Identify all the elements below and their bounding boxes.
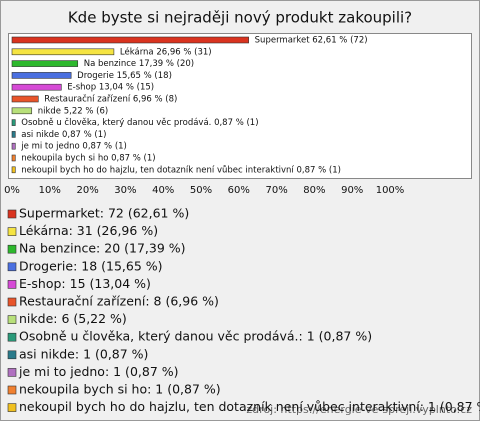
bar [11, 72, 72, 79]
x-tick-label: 0% [4, 185, 20, 196]
x-tick-label: 60% [228, 185, 250, 196]
bar [11, 95, 39, 103]
bar [11, 166, 16, 174]
bar [11, 48, 115, 56]
bar-label: nikde 5,22 % (6) [38, 106, 108, 116]
bar-label: Supermarket 62,61 % (72) [255, 36, 368, 46]
legend-label: Supermarket: 72 (62,61 %) [19, 206, 189, 221]
bar-label: Na benzince 17,39 % (20) [84, 59, 194, 69]
bar-label: asi nikde 0,87 % (1) [21, 130, 106, 140]
legend-swatch [7, 315, 17, 324]
legend-label: Restaurační zařízení: 8 (6,96 %) [19, 294, 219, 309]
legend-swatch [7, 332, 17, 342]
legend-label: Na benzince: 20 (17,39 %) [19, 241, 186, 256]
legend-swatch [7, 280, 17, 289]
x-tick-label: 40% [152, 185, 174, 196]
legend-label: je mi to jedno: 1 (0,87 %) [18, 364, 179, 379]
source: zdroj: https://energie-ve-spreji.vyplnto… [246, 403, 472, 416]
plot-area [8, 33, 472, 179]
bar [11, 60, 79, 67]
x-tick-label: 100% [376, 185, 405, 196]
x-tick-label: 50% [190, 185, 212, 196]
legend-swatch [7, 209, 17, 219]
x-tick-label: 80% [303, 185, 325, 196]
legend-swatch [7, 385, 17, 395]
legend-swatch [7, 297, 17, 307]
x-tick-label: 10% [39, 185, 61, 196]
bar [11, 131, 16, 138]
legend-swatch [7, 262, 17, 272]
chart-title: Kde byste si nejraději nový produkt zako… [68, 9, 412, 27]
legend-label: Lékárna: 31 (26,96 %) [19, 223, 158, 238]
bar [11, 142, 16, 150]
x-tick-label: 30% [114, 185, 136, 196]
legend-label: nekoupila bych si ho: 1 (0,87 %) [19, 382, 221, 397]
legend-swatch [7, 244, 17, 254]
legend-swatch [7, 403, 17, 412]
x-tick-label: 90% [341, 185, 363, 196]
legend-label: Drogerie: 18 (15,65 %) [19, 258, 163, 273]
bar-label: Restaurační zařízení 6,96 % (8) [44, 94, 177, 105]
legend-swatch [7, 350, 17, 360]
bar-label: E-shop 13,04 % (15) [67, 83, 154, 93]
legend-label: asi nikde: 1 (0,87 %) [19, 346, 148, 361]
bar [11, 154, 16, 162]
x-tick-label: 20% [76, 185, 98, 196]
bar [11, 107, 33, 115]
legend-label: E-shop: 15 (13,04 %) [19, 276, 151, 291]
legend-label: nekoupil bych ho do hajzlu, ten dotazník… [19, 399, 480, 414]
bar-label: nekoupil bych ho do hajzlu, ten dotazník… [21, 164, 341, 175]
legend-label: nikde: 6 (5,22 %) [19, 311, 127, 326]
bar-label: nekoupila bych si ho 0,87 % (1) [21, 154, 155, 164]
bar-label: Osobně u člověka, který danou věc prodáv… [21, 117, 258, 128]
bar-label: je mi to jedno 0,87 % (1) [20, 142, 127, 152]
bar-label: Lékárna 26,96 % (31) [120, 46, 212, 57]
bar [11, 36, 249, 44]
legend-swatch [7, 368, 17, 377]
x-tick-label: 70% [265, 185, 287, 196]
bar [11, 119, 16, 126]
legend-swatch [7, 227, 17, 236]
bar [11, 83, 62, 91]
legend-label: Osobně u člověka, který danou věc prodáv… [19, 329, 372, 344]
bar-label: Drogerie 15,65 % (18) [77, 71, 172, 81]
